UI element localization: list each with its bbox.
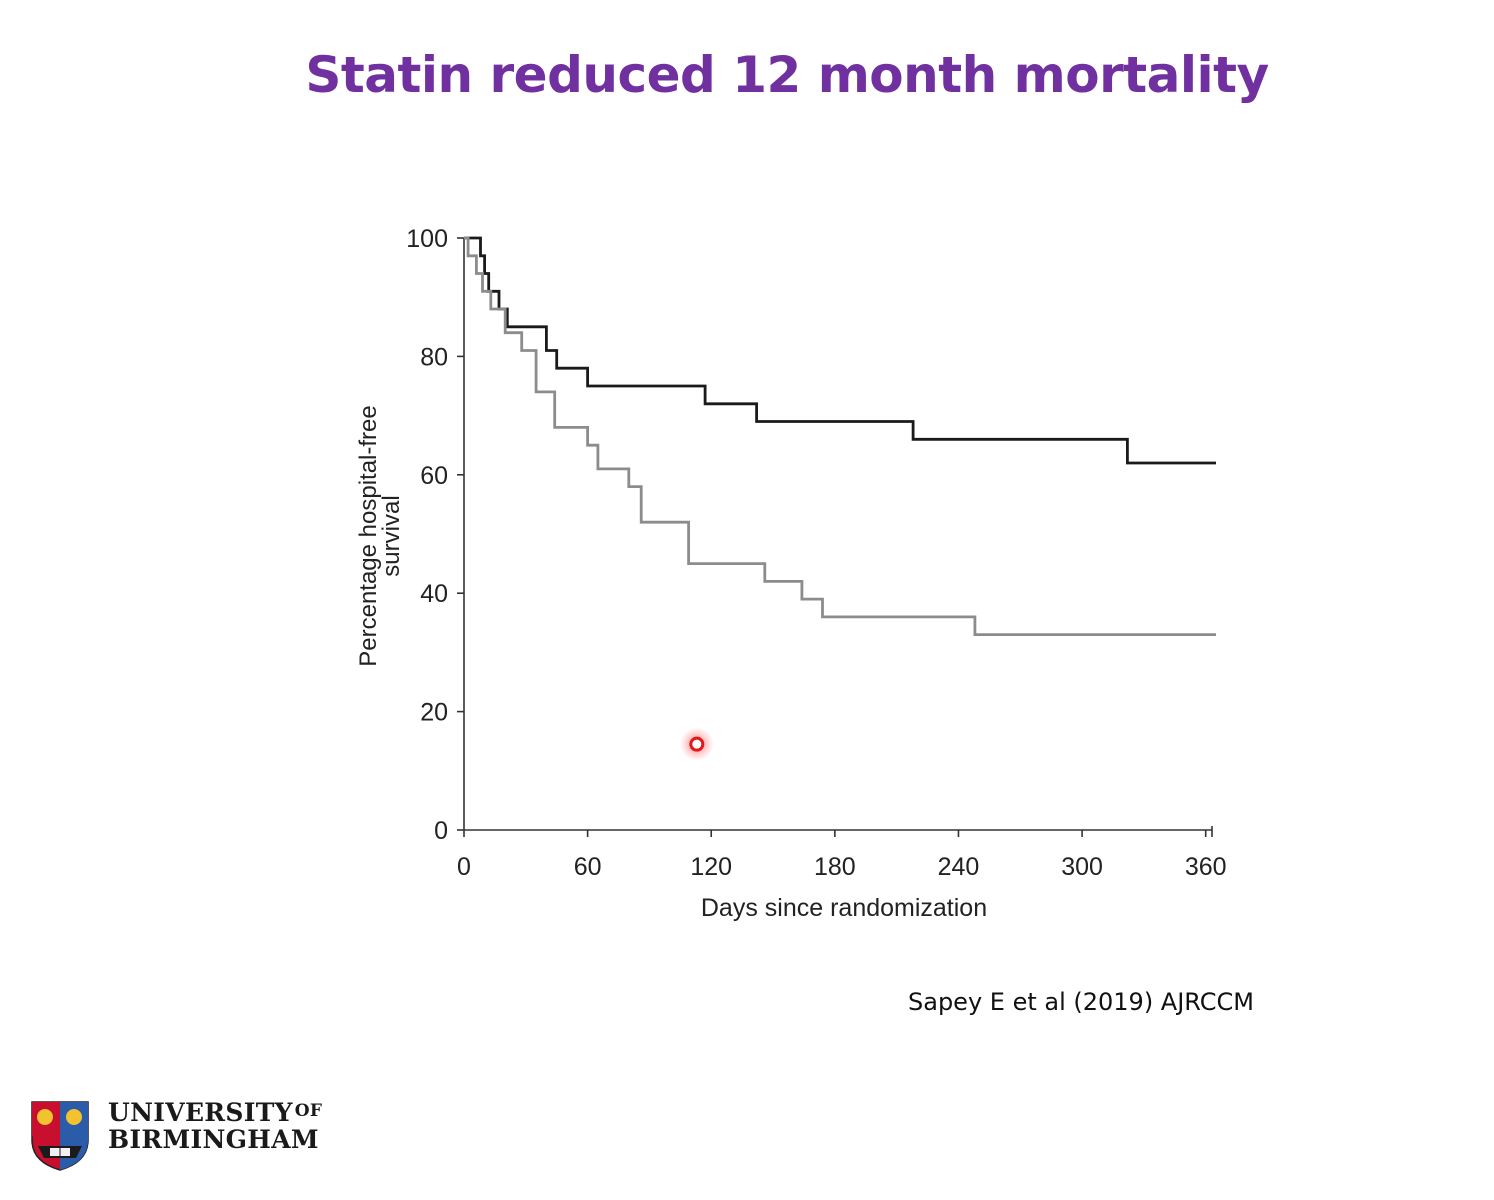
- x-tick-label: 180: [814, 853, 856, 881]
- citation: Sapey E et al (2019) AJRCCM: [908, 988, 1255, 1016]
- x-axis-label: Days since randomization: [701, 894, 987, 922]
- x-tick-label: 120: [690, 853, 732, 881]
- university-name-line2: BIRMINGHAM: [108, 1125, 319, 1154]
- y-tick-label: 40: [420, 580, 448, 608]
- slide-title: Statin reduced 12 month mortality: [305, 46, 1269, 104]
- university-crest-icon: [31, 1101, 89, 1171]
- university-logo: UNIVERSITY OF BIRMINGHAM: [30, 1098, 330, 1178]
- university-word: UNIVERSITY: [108, 1098, 293, 1127]
- y-tick-label: 100: [406, 225, 448, 253]
- university-of: OF: [294, 1101, 323, 1121]
- cursor-marker: [689, 736, 705, 752]
- chart-axis-labels: 0 20 40 60 80 100 0 60 120 180 240 300 360 Days since…: [355, 225, 1227, 922]
- y-axis-label: Percentage hospital-free: [355, 405, 382, 667]
- series-line-statin: [464, 236, 1216, 465]
- x-tick-label: 360: [1185, 853, 1227, 881]
- x-tick-label: 0: [457, 853, 471, 881]
- chart-axes: [457, 237, 1213, 837]
- y-tick-label: 0: [434, 817, 448, 845]
- y-tick-label: 80: [420, 343, 448, 371]
- y-tick-label: 60: [420, 462, 448, 490]
- series-line-no-statin: [464, 236, 1216, 636]
- chart-series: [464, 236, 1216, 636]
- x-tick-label: 60: [574, 853, 602, 881]
- chart-annotations: [679, 727, 714, 762]
- university-name-line1: UNIVERSITY OF: [108, 1098, 322, 1127]
- x-tick-label: 240: [938, 853, 980, 881]
- y-axis-label: survival: [378, 495, 405, 576]
- y-tick-label: 20: [420, 699, 448, 727]
- x-tick-label: 300: [1061, 853, 1103, 881]
